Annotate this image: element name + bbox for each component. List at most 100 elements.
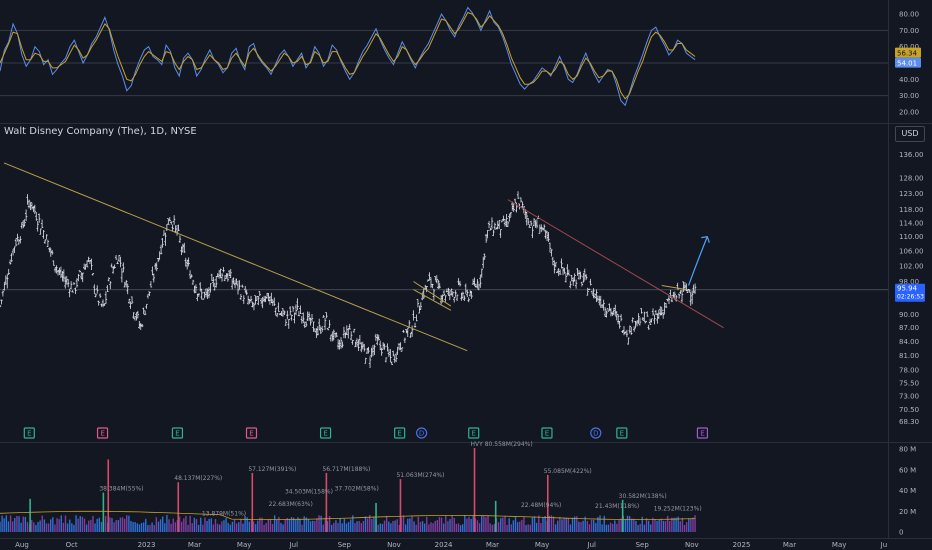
volume-bar <box>318 515 320 532</box>
price-bar <box>258 291 261 297</box>
volume-spike-bar <box>107 459 110 532</box>
rsi-tick-label: 30.00 <box>899 92 919 100</box>
price-bar <box>409 332 412 338</box>
price-bar <box>52 260 55 266</box>
volume-bar <box>164 523 166 532</box>
price-bar <box>244 285 247 293</box>
volume-bar <box>468 516 470 532</box>
price-bar <box>91 273 95 276</box>
price-bar <box>49 248 52 257</box>
price-bar <box>68 288 71 298</box>
volume-bar <box>538 515 540 532</box>
price-bar <box>175 226 179 236</box>
volume-bar <box>62 522 65 532</box>
marker-letter: E <box>323 430 327 438</box>
volume-bar <box>94 523 96 532</box>
price-bar <box>527 217 530 225</box>
price-bar <box>194 284 198 294</box>
time-tick-label: Nov <box>685 541 699 549</box>
price-bar <box>322 315 325 318</box>
price-bar <box>303 321 306 328</box>
volume-bar <box>603 515 605 532</box>
trendline <box>507 199 724 329</box>
volume-bar <box>52 517 54 532</box>
volume-bar <box>145 518 147 532</box>
price-bar <box>390 361 394 365</box>
price-bar <box>216 273 219 278</box>
volume-bar <box>248 521 251 532</box>
price-bar <box>261 296 264 309</box>
price-bar <box>187 257 190 267</box>
volume-bar <box>692 517 694 532</box>
price-bar <box>422 288 425 300</box>
price-bar <box>508 213 511 222</box>
price-bar <box>280 310 283 317</box>
volume-bar <box>565 518 567 532</box>
volume-bar <box>121 517 124 532</box>
price-bar <box>349 331 353 341</box>
price-tick-label: 114.00 <box>899 219 924 227</box>
price-bar <box>692 284 695 294</box>
price-bar <box>219 268 222 279</box>
volume-bar <box>525 525 527 532</box>
price-bar <box>177 224 180 232</box>
price-bar <box>53 267 57 273</box>
price-bar <box>606 308 610 312</box>
volume-bar <box>379 523 381 532</box>
marker-letter: E <box>249 430 253 438</box>
volume-bar <box>447 521 449 532</box>
price-bar <box>363 343 366 352</box>
price-bar <box>519 197 523 203</box>
volume-bar <box>271 523 274 532</box>
price-bar <box>412 310 415 321</box>
price-bar <box>199 282 202 292</box>
price-bar <box>296 298 299 311</box>
volume-bar <box>189 515 191 532</box>
price-bar <box>660 306 663 316</box>
price-bar <box>232 277 235 285</box>
volume-bar <box>563 517 565 532</box>
price-bar <box>553 260 556 274</box>
price-bar <box>467 297 470 303</box>
price-bar <box>402 329 405 333</box>
volume-bar <box>263 524 265 532</box>
price-bar <box>62 269 66 282</box>
price-bar <box>361 341 364 350</box>
volume-bar <box>345 523 348 532</box>
volume-spike-bar <box>473 448 476 532</box>
volume-bar <box>449 519 451 532</box>
price-bar <box>608 303 611 311</box>
volume-bar <box>166 514 168 532</box>
volume-bar <box>5 515 8 532</box>
price-tick-label: 78.00 <box>899 367 919 375</box>
volume-bar <box>71 523 73 532</box>
volume-bar <box>292 517 295 532</box>
price-bar <box>162 230 166 236</box>
price-tick-label: 84.00 <box>899 338 919 346</box>
price-bar <box>111 266 115 274</box>
price-bar <box>634 320 637 329</box>
price-bar <box>331 331 334 342</box>
price-bar <box>442 290 446 296</box>
price-bar <box>130 296 134 304</box>
volume-bar <box>481 515 483 532</box>
volume-bar <box>493 524 496 532</box>
price-bar <box>88 259 92 264</box>
volume-bar <box>54 524 56 532</box>
price-bar <box>644 320 647 324</box>
volume-bar <box>567 517 570 532</box>
price-bar <box>328 319 331 328</box>
price-bar <box>513 198 517 203</box>
price-bar <box>453 296 456 303</box>
currency-button[interactable]: USD <box>895 126 925 142</box>
current-price-badge: 95.94 <box>897 285 918 293</box>
time-tick-label: 2023 <box>138 541 156 549</box>
price-bar <box>339 337 343 349</box>
volume-bar <box>206 521 208 532</box>
price-bar <box>448 290 452 301</box>
price-bar <box>531 226 534 239</box>
price-bar <box>625 329 629 338</box>
volume-annotation: 48.137M(227%) <box>174 475 222 482</box>
price-bar <box>251 301 254 308</box>
